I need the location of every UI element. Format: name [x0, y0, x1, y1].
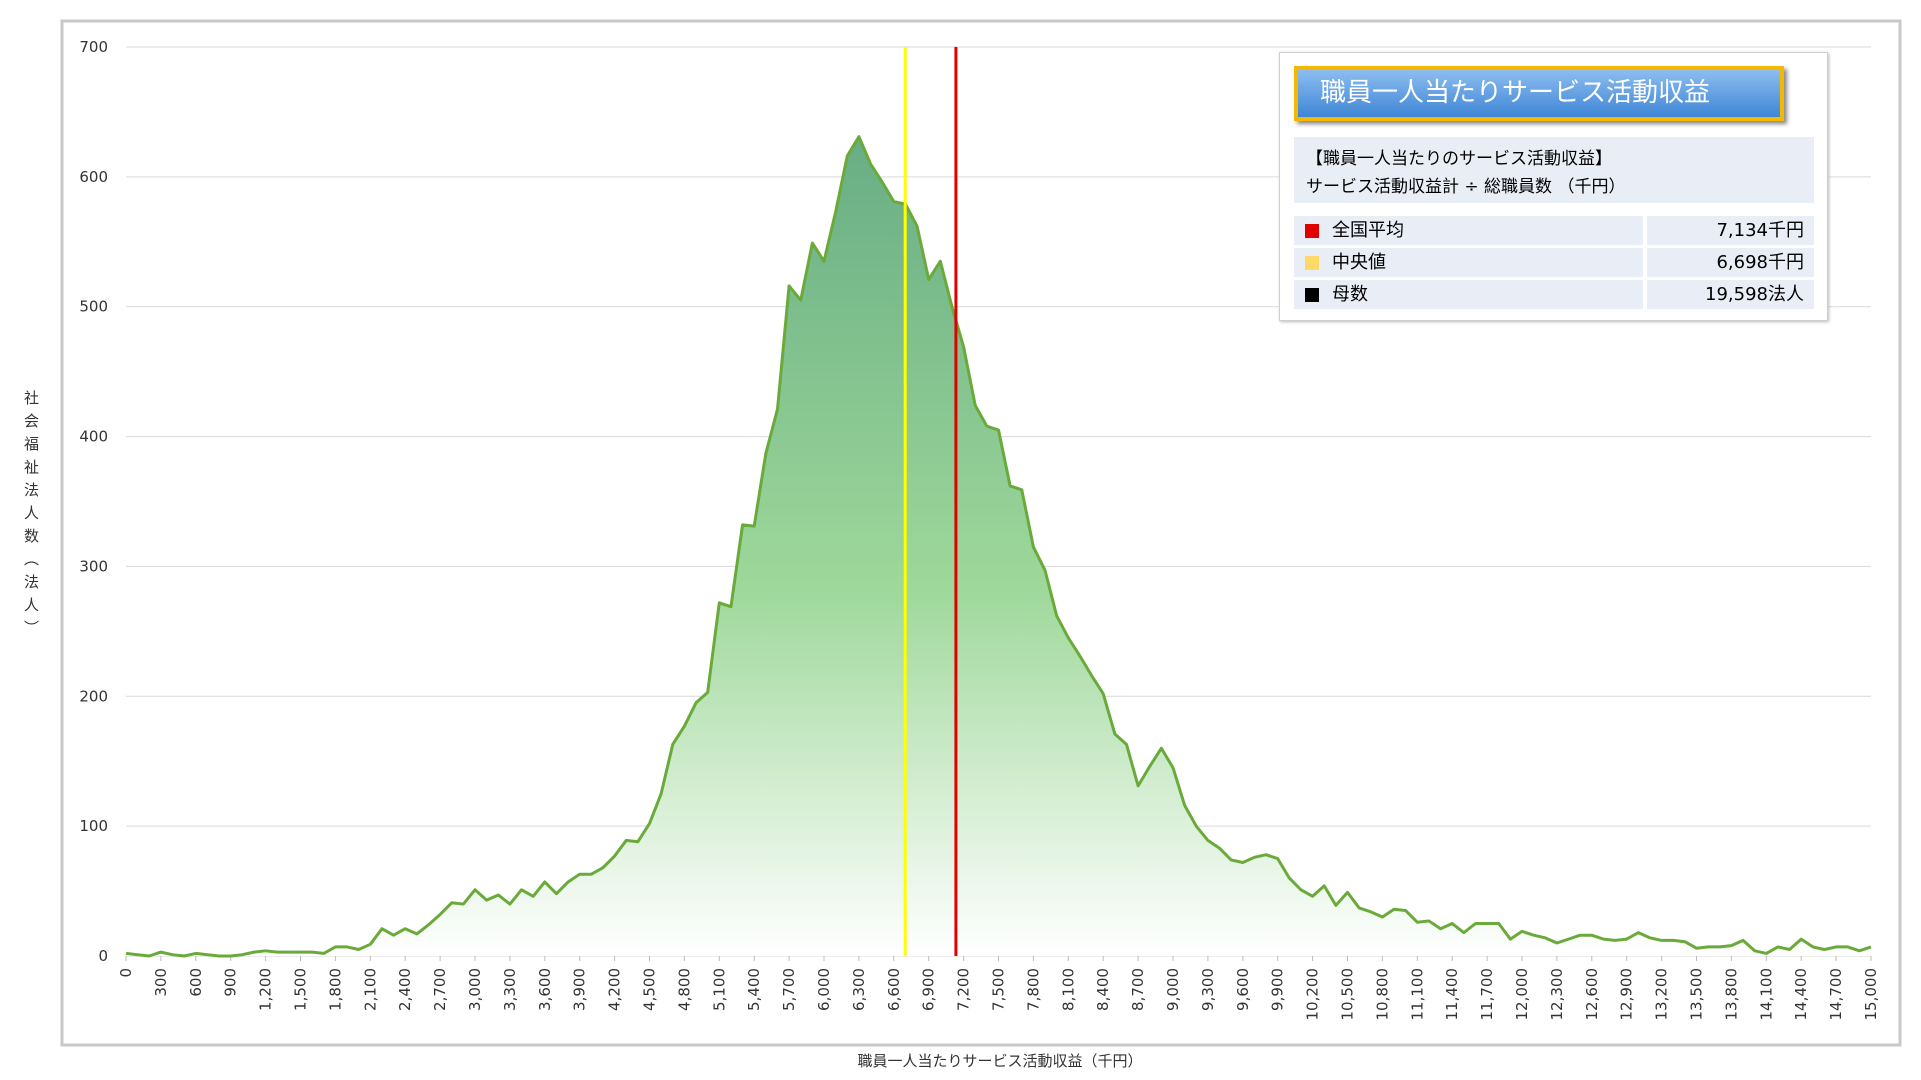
- x-tick-label: 8,100: [1059, 968, 1077, 1011]
- x-tick-label: 6,000: [815, 968, 833, 1011]
- x-tick-label: 600: [187, 968, 205, 997]
- x-tick-label: 13,200: [1653, 968, 1671, 1021]
- x-tick-label: 10,200: [1304, 968, 1322, 1021]
- y-tick-label: 200: [79, 687, 108, 705]
- x-tick-label: 14,100: [1757, 968, 1775, 1021]
- legend-value: 19,598法人: [1647, 280, 1814, 309]
- x-tick-label: 11,700: [1478, 968, 1496, 1021]
- y-tick-label: 300: [79, 557, 108, 575]
- x-tick-label: 6,600: [885, 968, 903, 1011]
- x-tick-label: 5,100: [710, 968, 728, 1011]
- x-tick-label: 12,000: [1513, 968, 1531, 1021]
- x-tick-label: 13,800: [1722, 968, 1740, 1021]
- x-tick-label: 10,800: [1373, 968, 1391, 1021]
- x-tick-label: 7,200: [955, 968, 973, 1011]
- y-axis-title: 社会福祉法人数（法人）: [22, 390, 40, 643]
- x-tick-label: 5,700: [780, 968, 798, 1011]
- x-tick-label: 1,800: [326, 968, 344, 1011]
- x-tick-label: 3,600: [536, 968, 554, 1011]
- legend-value: 7,134千円: [1647, 216, 1814, 245]
- x-axis-title: 職員一人当たりサービス活動収益（千円）: [857, 1052, 1142, 1070]
- y-tick-label: 500: [79, 298, 108, 316]
- x-tick-label: 15,000: [1862, 968, 1880, 1021]
- x-tick-label: 14,700: [1827, 968, 1845, 1021]
- legend-label: 中央値: [1294, 248, 1643, 277]
- x-tick-label: 2,400: [396, 968, 414, 1011]
- legend-row: 中央値 6,698千円: [1294, 248, 1814, 277]
- legend-label: 全国平均: [1294, 216, 1643, 245]
- x-tick-label: 8,700: [1129, 968, 1147, 1011]
- x-tick-label: 0: [117, 968, 135, 978]
- legend-row: 母数 19,598法人: [1294, 280, 1814, 309]
- x-tick-label: 2,100: [361, 968, 379, 1011]
- legend-label: 母数: [1294, 280, 1643, 309]
- x-tick-label: 1,500: [292, 968, 310, 1011]
- legend-value: 6,698千円: [1647, 248, 1814, 277]
- frame: [60, 19, 1902, 1047]
- legend-title: 職員一人当たりサービス活動収益: [1294, 66, 1784, 121]
- x-tick-label: 5,400: [745, 968, 763, 1011]
- legend-description: 【職員一人当たりのサービス活動収益】 サービス活動収益計 ÷ 総職員数 （千円）: [1294, 137, 1814, 203]
- x-tick-label: 12,900: [1618, 968, 1636, 1021]
- y-tick-label: 100: [79, 817, 108, 835]
- legend: 職員一人当たりサービス活動収益 【職員一人当たりのサービス活動収益】 サービス活…: [1279, 52, 1828, 321]
- line: [125, 135, 1872, 958]
- description-line: 【職員一人当たりのサービス活動収益】: [1306, 149, 1612, 169]
- legend-swatch: [1305, 256, 1319, 270]
- y-tick-label: 0: [98, 947, 108, 965]
- area: [126, 136, 1871, 956]
- x-tick-label: 11,400: [1443, 968, 1461, 1021]
- x-tick-label: 6,300: [850, 968, 868, 1011]
- x-tick-label: 3,900: [571, 968, 589, 1011]
- legend-row: 全国平均 7,134千円: [1294, 216, 1814, 245]
- x-tick-label: 8,400: [1094, 968, 1112, 1011]
- y-tick-label: 600: [79, 168, 108, 186]
- x-tick-label: 6,900: [920, 968, 938, 1011]
- x-tick-label: 9,300: [1199, 968, 1217, 1011]
- x-tick-label: 14,400: [1792, 968, 1810, 1021]
- y-tick-label: 700: [79, 38, 108, 56]
- x-tick-label: 3,000: [466, 968, 484, 1011]
- x-tick-label: 900: [222, 968, 240, 997]
- x-tick-label: 9,000: [1164, 968, 1182, 1011]
- x-tick-label: 13,500: [1688, 968, 1706, 1021]
- x-tick-label: 7,800: [1024, 968, 1042, 1011]
- x-tick-label: 7,500: [990, 968, 1008, 1011]
- x-tick-label: 2,700: [431, 968, 449, 1011]
- x-tick-label: 11,100: [1408, 968, 1426, 1021]
- legend-swatch: [1305, 288, 1319, 302]
- x-tick-label: 12,600: [1583, 968, 1601, 1021]
- x-tick-label: 3,300: [501, 968, 519, 1011]
- x-tick-label: 9,600: [1234, 968, 1252, 1011]
- x-tick-label: 4,200: [606, 968, 624, 1011]
- x-tick-label: 1,200: [257, 968, 275, 1011]
- x-tick-label: 300: [152, 968, 170, 997]
- x-tick-label: 10,500: [1339, 968, 1357, 1021]
- description-line: サービス活動収益計 ÷ 総職員数 （千円）: [1306, 177, 1626, 197]
- legend-swatch: [1305, 224, 1319, 238]
- x-tick-label: 4,800: [675, 968, 693, 1011]
- x-tick-label: 4,500: [641, 968, 659, 1011]
- y-tick-label: 400: [79, 428, 108, 446]
- x-tick-label: 12,300: [1548, 968, 1566, 1021]
- x-tick-label: 9,900: [1269, 968, 1287, 1011]
